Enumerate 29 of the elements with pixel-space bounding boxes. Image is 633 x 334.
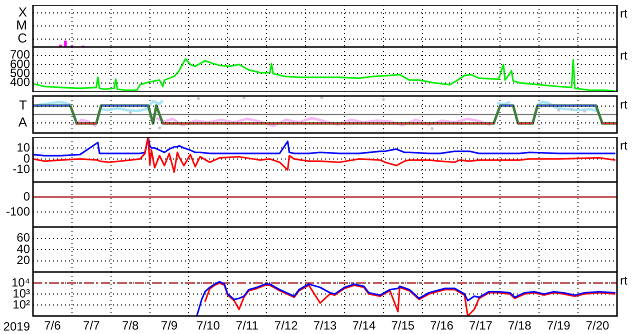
text: C	[18, 30, 27, 46]
text: X	[18, 4, 28, 20]
x-tick-label: 7/8	[122, 318, 139, 333]
text: rt	[620, 6, 628, 20]
x-tick-label: 7/9	[160, 318, 178, 333]
x-tick-label: 7/18	[508, 318, 532, 333]
text: rt	[620, 138, 628, 152]
x-tick-label: 7/10	[196, 318, 220, 333]
x-tick-label: 7/14	[352, 318, 376, 333]
text: rt	[620, 273, 628, 288]
x-axis-title: 2019	[3, 319, 30, 334]
y-tick-label: 20	[16, 253, 30, 268]
x-tick-label: 7/16	[430, 318, 454, 333]
text: rt	[620, 97, 628, 112]
x-tick-label: 7/15	[391, 318, 415, 333]
x-tick-label: 7/12	[274, 318, 298, 333]
x-tick-label: 7/20	[586, 318, 610, 333]
x-tick-label: 7/7	[83, 318, 100, 333]
text: rt	[620, 48, 628, 62]
text: M	[16, 18, 27, 33]
x-tick-label: 7/19	[546, 318, 571, 333]
x-tick-label: 7/11	[236, 318, 259, 333]
x-tick-label: 7/17	[469, 318, 493, 333]
y-tick-label: -100	[6, 204, 30, 218]
y-tick-label: 0	[23, 189, 30, 204]
text: T	[19, 98, 28, 113]
text: A	[18, 114, 28, 130]
x-tick-label: 7/13	[313, 318, 337, 333]
x-tick-label: 7/6	[44, 318, 62, 333]
